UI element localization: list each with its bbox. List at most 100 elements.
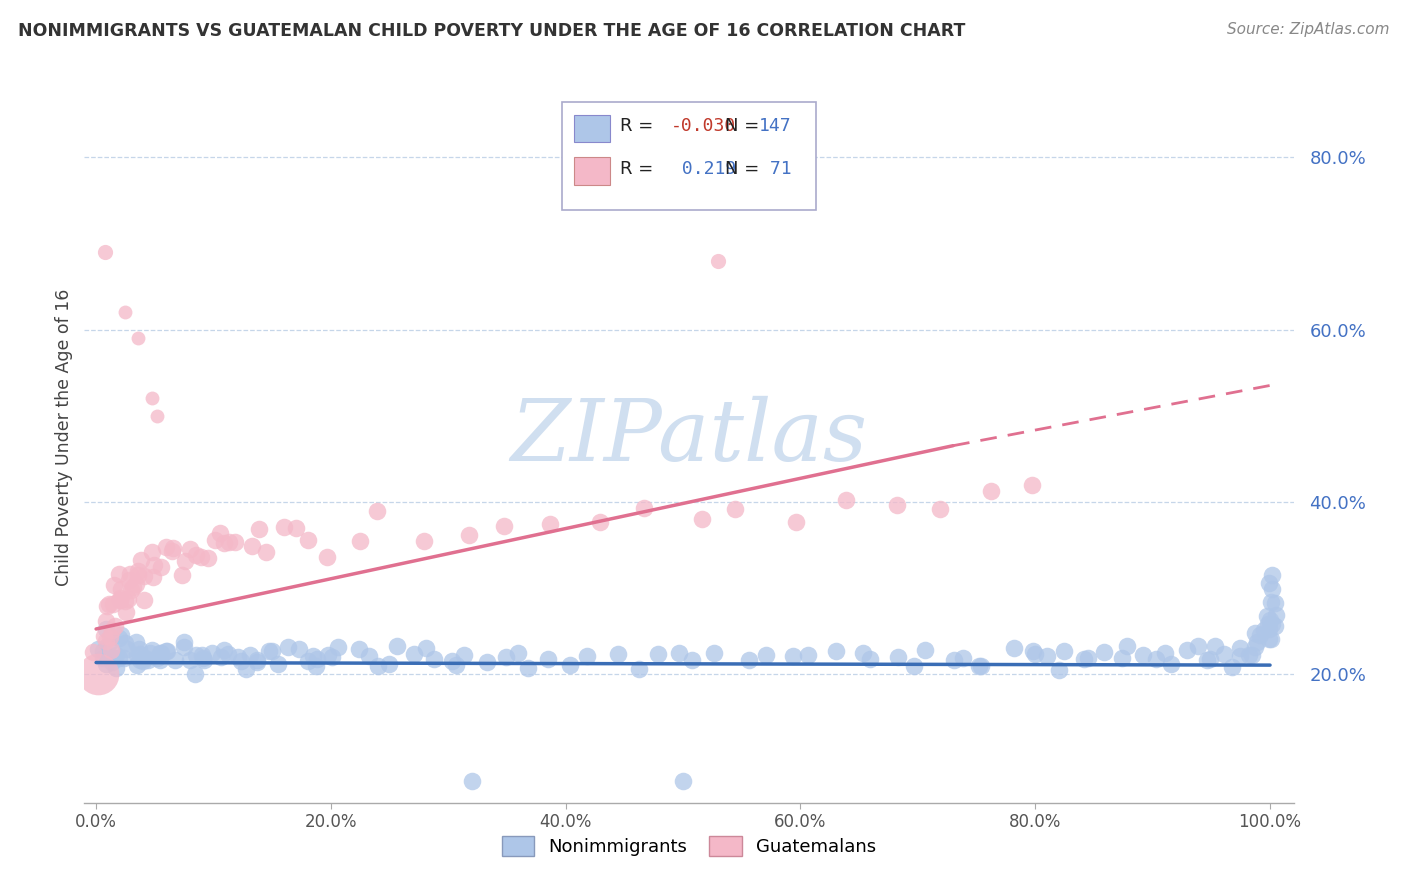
Point: [1077, 650, 1099, 665]
Point: [461, 774, 484, 789]
Point: [288, 641, 311, 656]
Point: [1263, 597, 1285, 611]
Point: [115, 641, 138, 656]
Point: [235, 662, 257, 676]
Point: [184, 648, 207, 662]
Point: [1175, 642, 1198, 657]
Point: [1244, 625, 1267, 640]
Point: [607, 647, 630, 661]
Point: [277, 640, 299, 654]
Point: [190, 549, 212, 564]
Point: [173, 640, 195, 655]
Point: [316, 648, 339, 663]
Point: [1260, 632, 1282, 646]
Point: [108, 632, 131, 646]
Point: [98, 597, 121, 611]
Point: [970, 658, 993, 673]
FancyBboxPatch shape: [562, 102, 815, 211]
Text: -0.030: -0.030: [671, 117, 737, 136]
Point: [952, 650, 974, 665]
Point: [724, 502, 747, 516]
Point: [516, 661, 538, 675]
Point: [87, 641, 110, 656]
Point: [110, 628, 132, 642]
Point: [852, 646, 875, 660]
Point: [184, 667, 207, 681]
Point: [690, 511, 713, 525]
Point: [672, 774, 695, 789]
Point: [508, 646, 530, 660]
Point: [1024, 647, 1046, 661]
Point: [132, 569, 155, 583]
Point: [162, 541, 184, 556]
Point: [96, 599, 118, 613]
Point: [316, 550, 339, 565]
Point: [1132, 648, 1154, 662]
Bar: [574, 114, 610, 143]
Point: [212, 642, 235, 657]
Point: [1246, 635, 1268, 649]
Point: [835, 492, 858, 507]
Point: [627, 662, 650, 676]
Point: [172, 568, 194, 582]
Point: [138, 646, 160, 660]
Point: [284, 521, 307, 535]
Point: [247, 522, 270, 536]
Point: [1115, 639, 1137, 653]
Point: [1195, 653, 1218, 667]
Point: [146, 409, 169, 423]
Point: [1260, 616, 1282, 631]
Text: ZIPatlas: ZIPatlas: [510, 396, 868, 478]
Point: [703, 646, 725, 660]
Point: [125, 634, 148, 648]
Point: [96, 657, 118, 672]
Point: [94, 245, 117, 260]
Point: [1199, 652, 1222, 666]
Point: [217, 647, 239, 661]
Point: [141, 544, 163, 558]
Point: [160, 544, 183, 558]
Text: NONIMMIGRANTS VS GUATEMALAN CHILD POVERTY UNDER THE AGE OF 16 CORRELATION CHART: NONIMMIGRANTS VS GUATEMALAN CHILD POVERT…: [18, 22, 966, 40]
Point: [1257, 622, 1279, 636]
Text: N =: N =: [725, 117, 759, 136]
Point: [212, 536, 235, 550]
Point: [349, 534, 371, 549]
Point: [1021, 477, 1043, 491]
Point: [668, 647, 690, 661]
Point: [179, 653, 201, 667]
Point: [914, 643, 936, 657]
Point: [94, 622, 117, 636]
Point: [1204, 639, 1226, 653]
Point: [1253, 623, 1275, 637]
Point: [240, 539, 263, 553]
Point: [928, 502, 950, 516]
Point: [173, 635, 195, 649]
Point: [785, 516, 807, 530]
Point: [149, 653, 172, 667]
Point: [129, 553, 152, 567]
Point: [117, 573, 139, 587]
Point: [114, 594, 136, 608]
Point: [378, 657, 401, 672]
Bar: [574, 157, 610, 185]
Point: [297, 533, 319, 547]
Point: [179, 541, 201, 556]
Point: [228, 650, 250, 665]
Point: [453, 648, 475, 662]
Point: [1047, 663, 1070, 677]
Point: [114, 305, 136, 319]
Point: [1144, 652, 1167, 666]
Point: [575, 648, 598, 663]
Point: [321, 649, 343, 664]
Point: [146, 651, 169, 665]
Point: [1244, 640, 1267, 654]
Point: [301, 648, 323, 663]
Point: [738, 653, 761, 667]
Point: [273, 519, 295, 533]
Point: [132, 654, 155, 668]
Text: R =: R =: [620, 160, 654, 178]
Point: [121, 580, 143, 594]
Point: [980, 484, 1002, 499]
Point: [191, 650, 214, 665]
Point: [1260, 613, 1282, 627]
